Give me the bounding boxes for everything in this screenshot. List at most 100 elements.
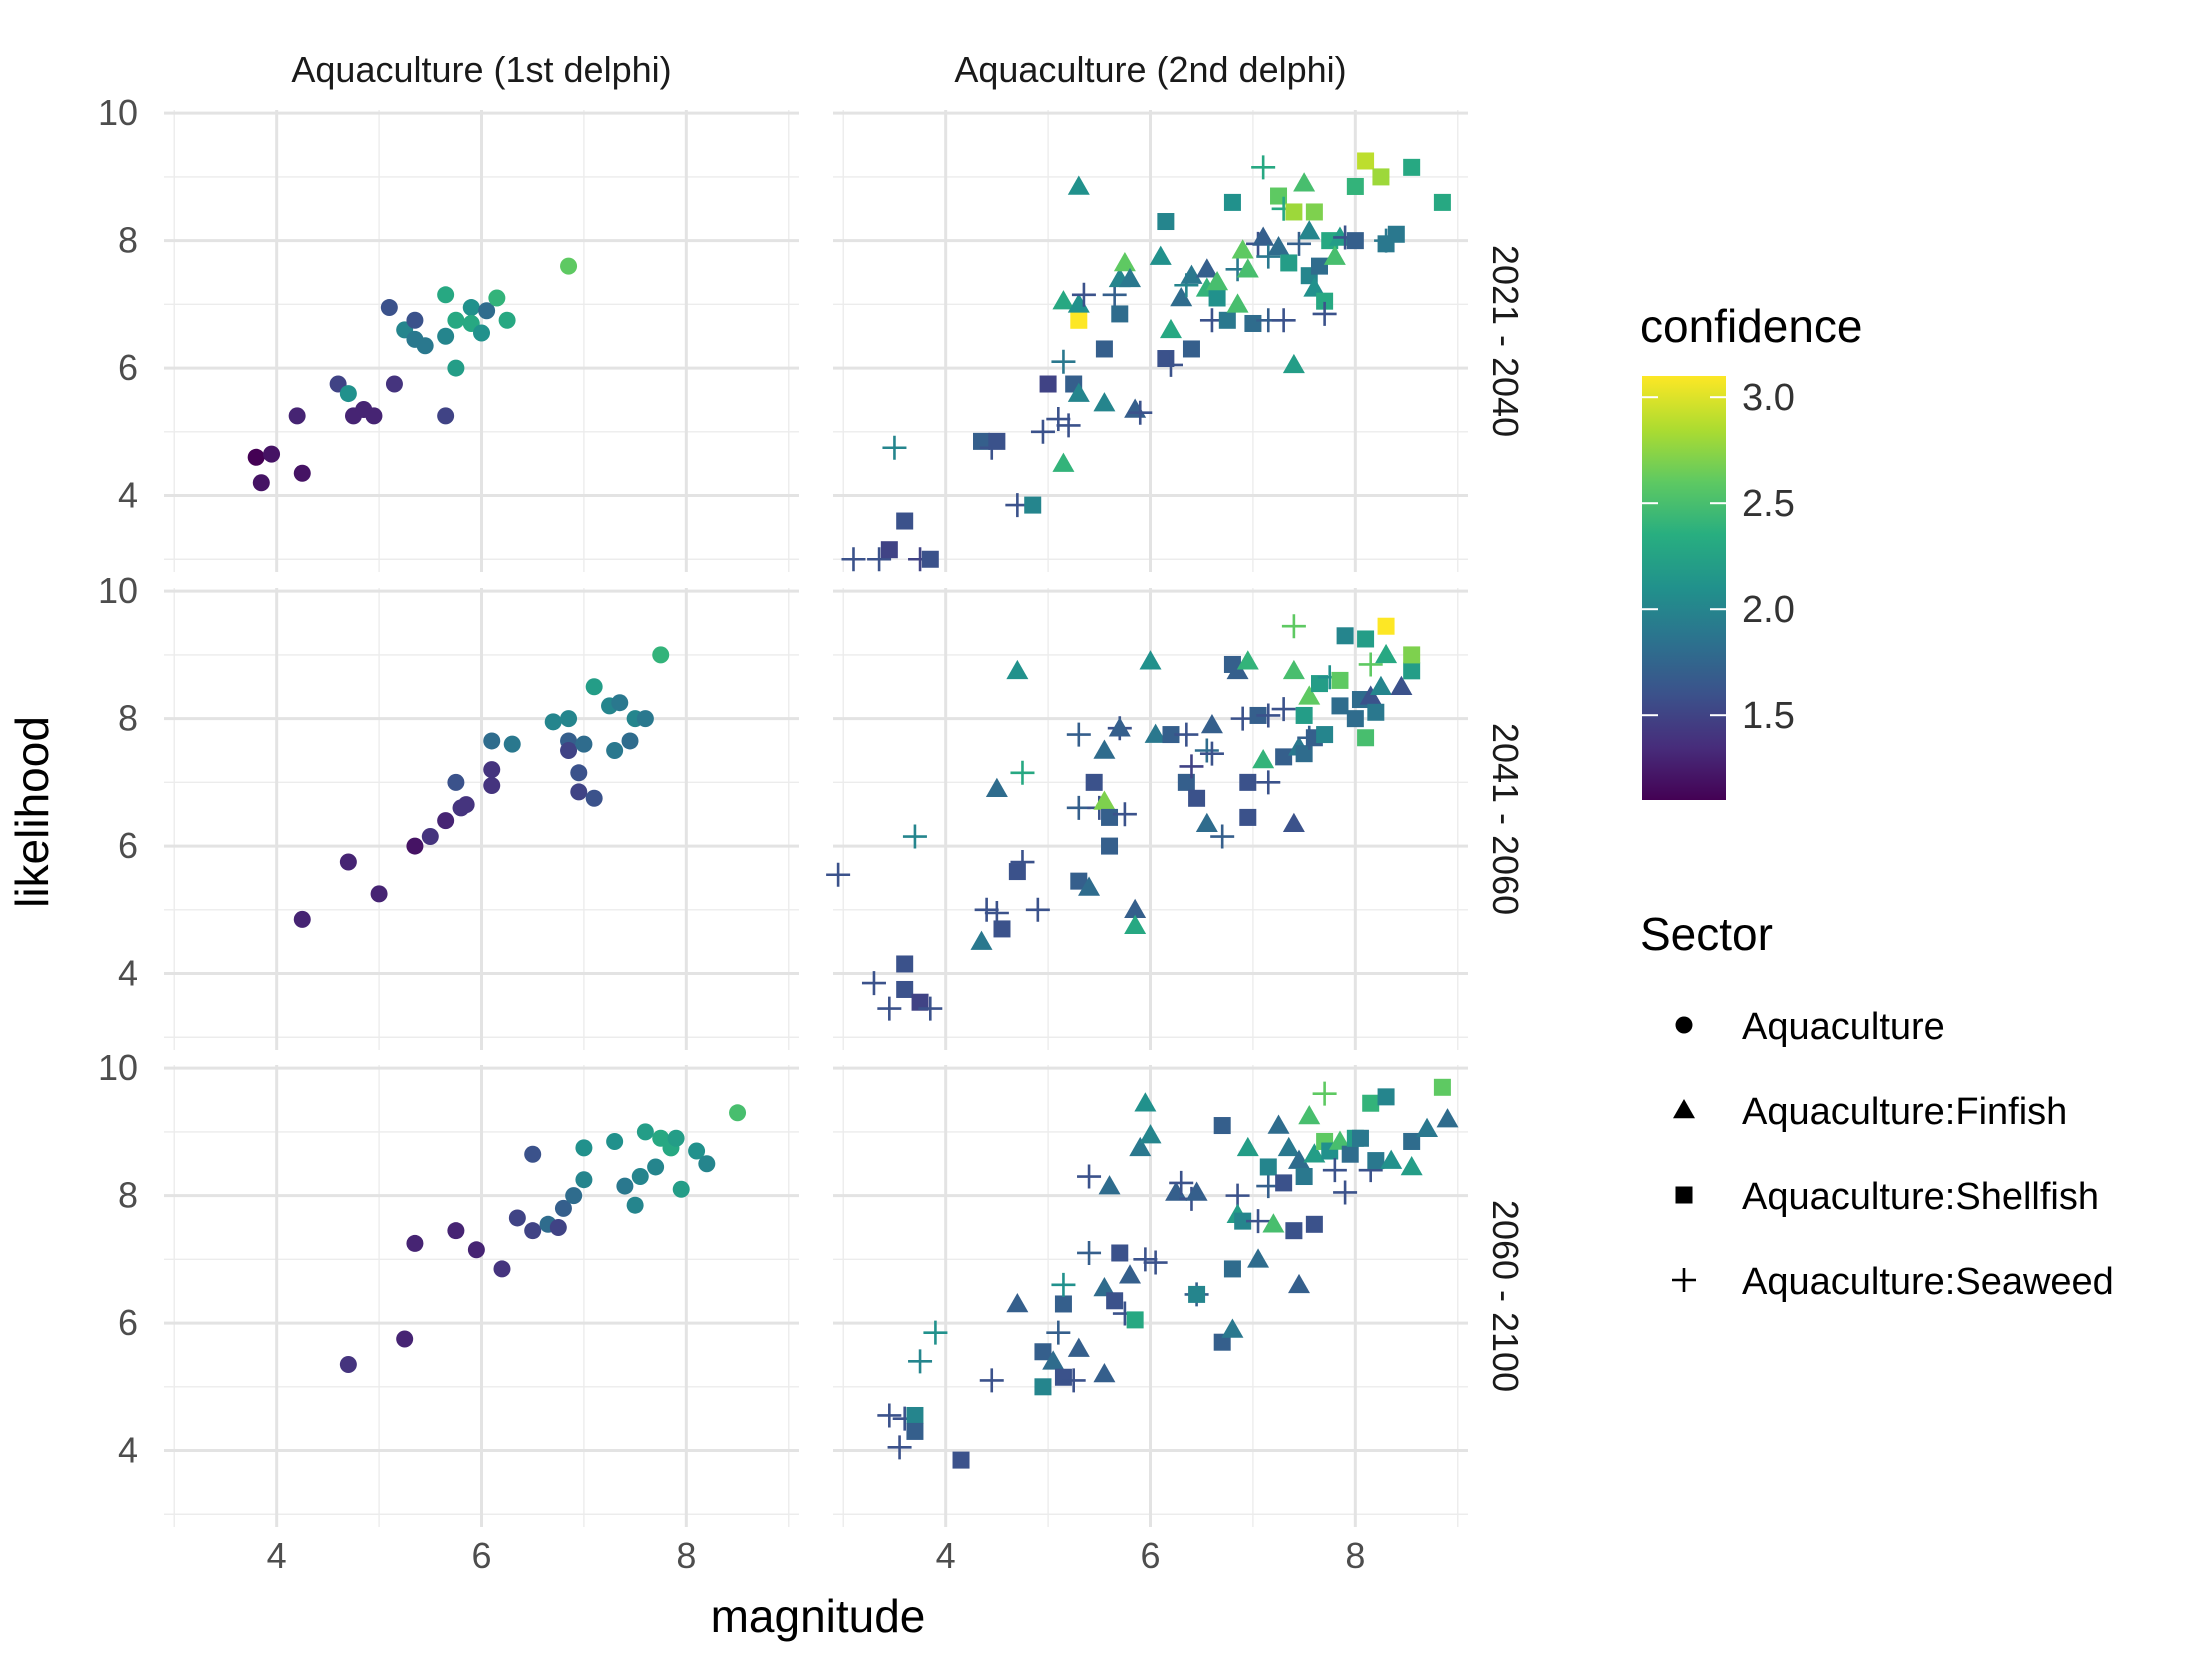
legend-item-label: Aquaculture:Shellfish <box>1742 1176 2099 1218</box>
data-point-circle <box>508 1209 526 1227</box>
data-point-circle <box>370 885 388 903</box>
data-point-triangle <box>1206 271 1229 291</box>
data-point-circle <box>575 1171 593 1189</box>
data-point-circle <box>575 1139 593 1157</box>
data-point-circle <box>447 359 465 377</box>
data-point-triangle <box>970 930 993 950</box>
data-point-triangle <box>1042 1350 1065 1370</box>
data-point-plus <box>861 971 886 996</box>
data-point-triangle <box>1221 1318 1244 1338</box>
data-point-circle <box>288 407 306 425</box>
data-point-triangle <box>1252 226 1275 246</box>
data-point-plus <box>923 1320 948 1345</box>
y-tick-label: 10 <box>98 92 138 133</box>
panel-r2-c1 <box>164 588 799 1050</box>
data-point-square <box>1095 340 1113 358</box>
data-point-square <box>1357 729 1375 747</box>
data-point-square <box>1433 193 1451 211</box>
data-point-square <box>1085 773 1103 791</box>
data-point-circle <box>447 311 465 329</box>
data-point-square <box>1275 1174 1293 1192</box>
data-point-circle <box>263 445 281 463</box>
data-point-square <box>1280 254 1298 272</box>
data-point-square <box>1054 1295 1072 1313</box>
data-point-circle <box>385 375 403 393</box>
data-point-circle <box>483 732 501 750</box>
data-point-triangle <box>1119 1264 1142 1284</box>
data-point-circle <box>698 1155 716 1173</box>
panel-r2-c2 <box>833 588 1468 1050</box>
data-point-triangle <box>1149 245 1172 265</box>
data-point-triangle <box>1124 914 1147 934</box>
data-point-circle <box>483 761 501 779</box>
data-point-circle <box>437 407 455 425</box>
points-r2-c2 <box>826 614 1421 1021</box>
data-point-square <box>1126 1311 1144 1329</box>
data-point-square <box>1024 496 1042 514</box>
data-point-triangle <box>1303 1143 1326 1163</box>
data-point-square <box>1234 1212 1252 1230</box>
legend-item: Aquaculture <box>1675 1006 1945 1048</box>
data-point-plus <box>1271 697 1296 722</box>
data-point-plus <box>1287 231 1312 256</box>
data-point-circle <box>524 1222 542 1240</box>
data-point-plus <box>1256 770 1281 795</box>
data-point-triangle <box>1303 277 1326 297</box>
data-point-circle <box>467 1241 485 1259</box>
points-r1-c1 <box>247 257 578 492</box>
y-tick-label: 4 <box>118 1430 138 1471</box>
row-strip-label: 2021 - 2040 <box>1485 245 1526 437</box>
data-point-square <box>1295 1168 1313 1186</box>
data-point-plus <box>1256 703 1281 728</box>
data-point-triangle <box>1052 452 1075 472</box>
data-point-circle <box>560 710 578 728</box>
data-point-plus <box>1199 741 1224 766</box>
y-tick-label: 6 <box>118 1302 138 1343</box>
column-strip-label: Aquaculture (2nd delphi) <box>954 49 1346 90</box>
row-strip-label: 2041 - 2060 <box>1485 723 1526 915</box>
data-point-triangle <box>1113 251 1136 272</box>
data-point-square <box>1162 726 1180 744</box>
data-point-square <box>1346 177 1364 195</box>
data-point-plus <box>1251 155 1276 180</box>
data-point-square <box>921 550 939 568</box>
data-point-square <box>1336 627 1354 645</box>
data-point-plus <box>1333 1180 1358 1205</box>
data-point-circle <box>396 1330 414 1348</box>
data-point-circle <box>616 1177 634 1195</box>
legend-item: Aquaculture:Seaweed <box>1672 1261 2114 1303</box>
data-point-circle <box>493 1260 511 1278</box>
y-tick-label: 10 <box>98 570 138 611</box>
data-point-square <box>1310 675 1328 693</box>
data-point-triangle <box>1195 812 1218 833</box>
data-point-circle <box>437 327 455 345</box>
data-point-square <box>1111 1244 1129 1262</box>
y-tick-label: 4 <box>118 475 138 516</box>
data-point-square <box>1362 1094 1380 1112</box>
data-point-square <box>1305 1215 1323 1233</box>
data-point-triangle <box>1006 1292 1029 1313</box>
panel-r3-c1 <box>164 1065 799 1527</box>
data-point-triangle <box>1293 172 1316 192</box>
data-point-triangle <box>1252 749 1275 769</box>
legend-item-label: Aquaculture:Seaweed <box>1742 1261 2114 1303</box>
data-point-triangle <box>1078 876 1101 896</box>
axes: 4 6 8 10 4 6 8 10 4 6 8 10 4 6 8 4 6 8 <box>98 92 1365 1576</box>
data-point-circle <box>647 1158 665 1176</box>
points-r1-c2 <box>841 152 1451 572</box>
data-point-square <box>952 1451 970 1469</box>
legend-key-plus <box>1672 1268 1696 1292</box>
data-point-square <box>1357 630 1375 648</box>
data-point-triangle <box>1139 1124 1162 1144</box>
data-point-square <box>1387 225 1405 243</box>
facet-strips: Aquaculture (1st delphi) Aquaculture (2nd… <box>291 49 1526 1392</box>
data-point-square <box>1341 1145 1359 1163</box>
data-point-square <box>973 432 991 450</box>
data-point-square <box>1188 1285 1206 1303</box>
data-point-square <box>1213 1333 1231 1351</box>
data-point-triangle <box>1390 675 1413 696</box>
sector-legend: Sector AquacultureAquaculture:FinfishAqu… <box>1640 908 2114 1303</box>
data-point-square <box>906 1422 924 1440</box>
colorbar-tick-label: 2.0 <box>1742 589 1795 631</box>
data-point-square <box>1034 1343 1052 1361</box>
